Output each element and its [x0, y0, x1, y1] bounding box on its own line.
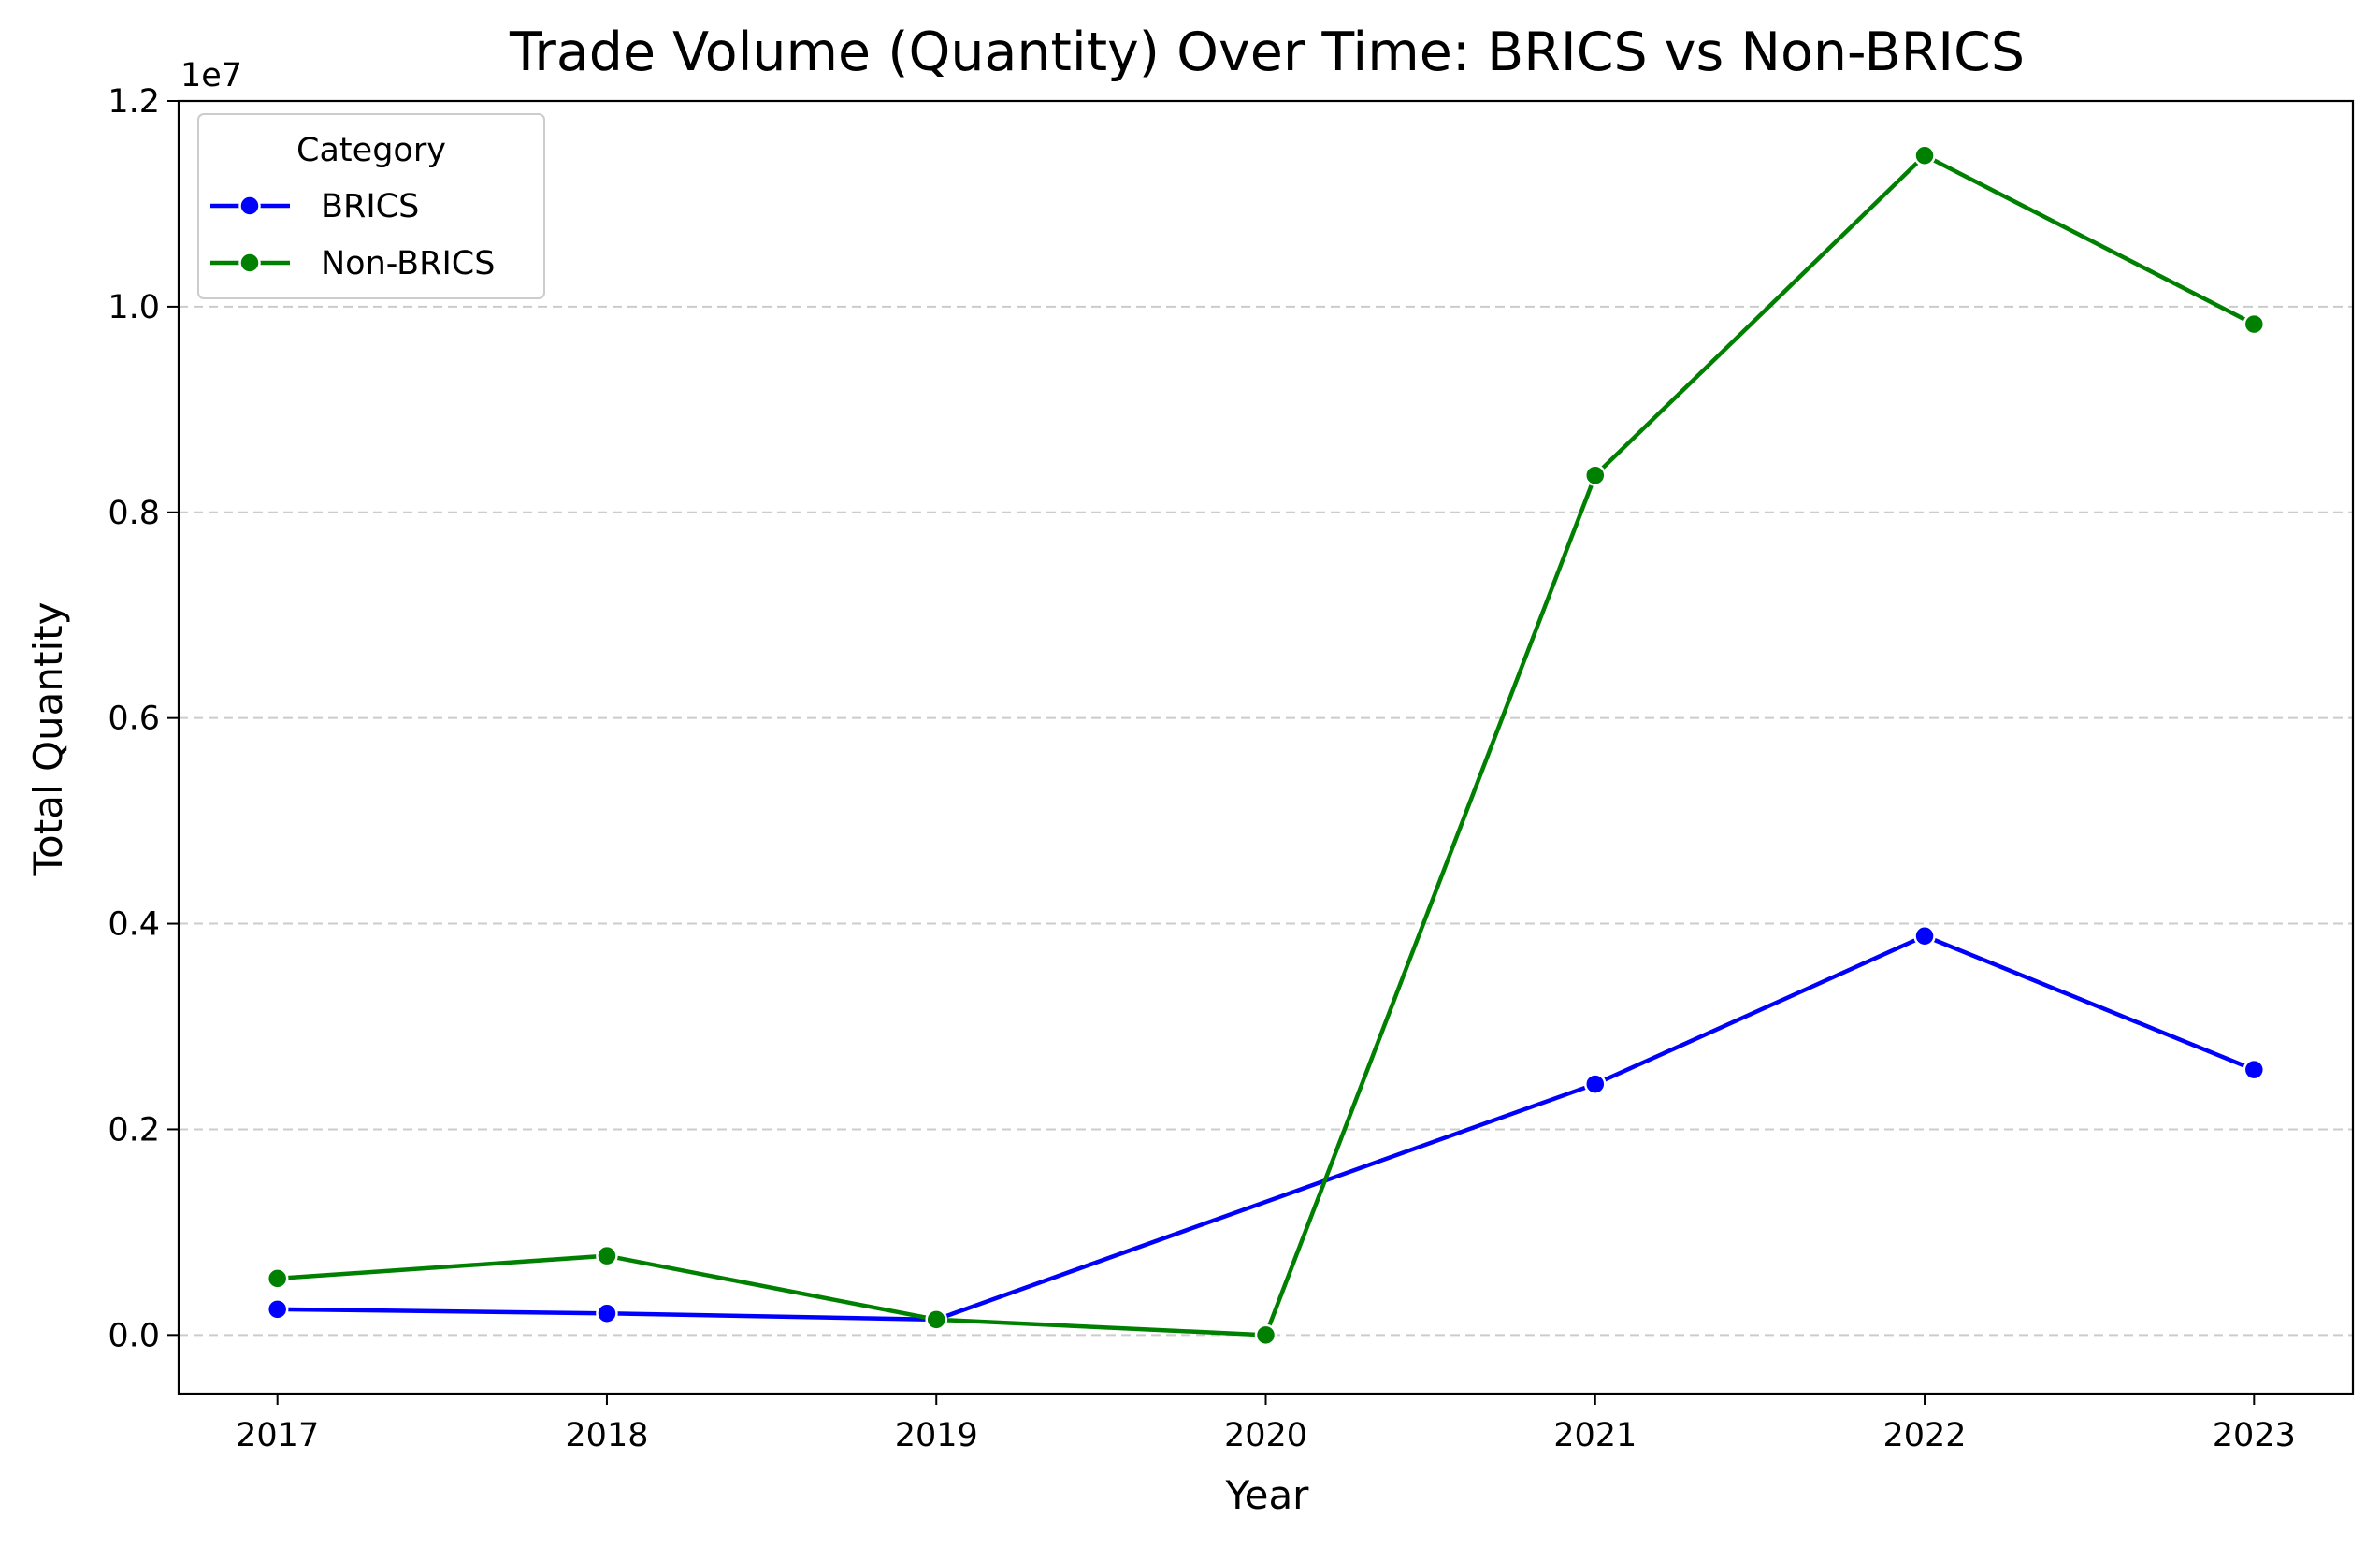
data-point-non-brics — [1584, 464, 1607, 486]
legend-title: Category — [296, 132, 446, 169]
y-axis-label: Total Quantity — [25, 602, 71, 877]
y-tick-label: 0.4 — [108, 906, 160, 944]
x-tick-label: 2019 — [895, 1417, 978, 1454]
data-point-brics — [1584, 1073, 1607, 1095]
legend-label-brics: BRICS — [321, 188, 419, 225]
data-point-non-brics — [596, 1244, 618, 1267]
legend-label-non-brics: Non-BRICS — [321, 245, 495, 282]
legend: Category BRICS Non-BRICS — [197, 113, 545, 299]
legend-marker-brics — [238, 195, 261, 217]
y-tick-label: 1.0 — [108, 289, 160, 326]
y-tick-label: 0.6 — [108, 701, 160, 738]
series-lines — [277, 153, 2256, 1337]
x-tick-label: 2023 — [2213, 1417, 2296, 1454]
y-tick-label: 0.8 — [108, 495, 160, 532]
legend-marker-non-brics — [238, 252, 261, 274]
series-line-brics — [277, 933, 2256, 1323]
data-point-non-brics — [1913, 144, 1936, 167]
legend-box — [197, 113, 545, 299]
y-axis-ticks: 0.0 0.2 0.4 0.6 0.8 1.0 1.2 — [108, 83, 179, 1354]
data-point-non-brics — [266, 1267, 289, 1290]
x-tick-label: 2018 — [565, 1417, 648, 1454]
data-point-brics — [596, 1302, 618, 1324]
y-tick-label: 1.2 — [108, 83, 160, 121]
x-tick-label: 2021 — [1553, 1417, 1637, 1454]
data-point-non-brics — [2243, 312, 2266, 336]
y-axis-offset-label: 1e7 — [180, 57, 242, 94]
x-tick-label: 2017 — [236, 1417, 319, 1454]
x-tick-label: 2020 — [1224, 1417, 1307, 1454]
data-point-non-brics — [925, 1308, 947, 1331]
y-tick-label: 0.2 — [108, 1111, 160, 1149]
chart-title: Trade Volume (Quantity) Over Time: BRICS… — [509, 22, 2025, 83]
x-axis-ticks: 2017 2018 2019 2020 2021 2022 2023 — [236, 1394, 2296, 1454]
y-tick-label: 0.0 — [108, 1317, 160, 1354]
data-point-brics — [1913, 924, 1936, 947]
data-point-brics — [266, 1298, 289, 1321]
series-line-non-brics — [277, 153, 2256, 1337]
data-point-non-brics — [1254, 1323, 1277, 1347]
x-tick-label: 2022 — [1883, 1417, 1967, 1454]
x-axis-label: Year — [1225, 1472, 1310, 1518]
data-point-brics — [2243, 1058, 2266, 1081]
series-markers — [266, 144, 2266, 1347]
